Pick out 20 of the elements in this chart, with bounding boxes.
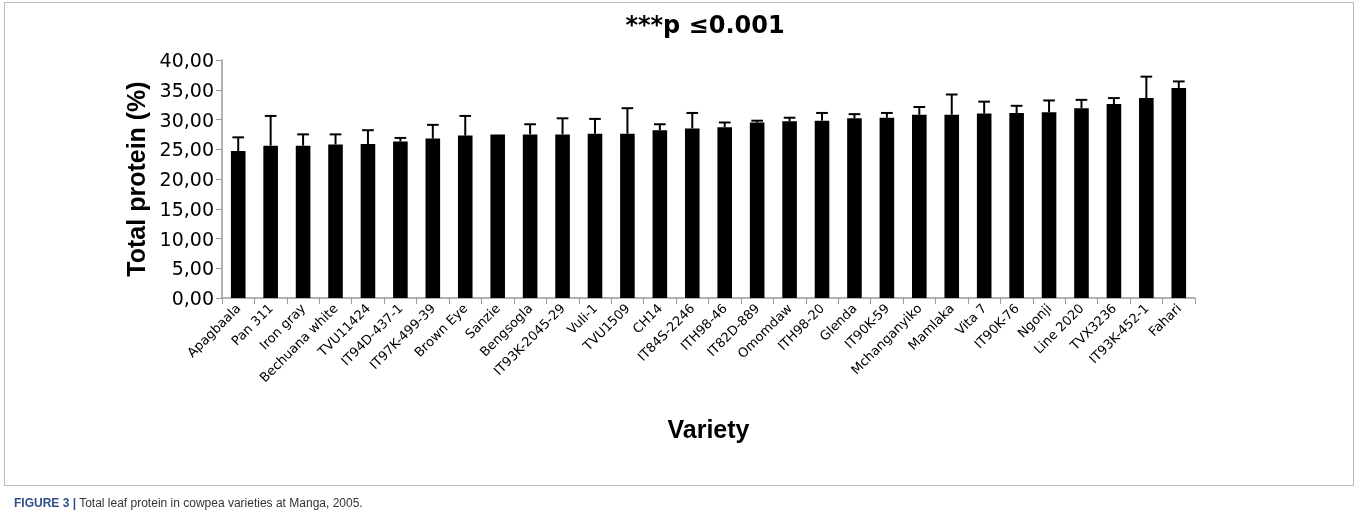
y-tick-label: 0,00 xyxy=(171,287,214,309)
bar xyxy=(879,117,895,298)
caption: FIGURE 3 | Total leaf protein in cowpea varieties at Manga, 2005. xyxy=(14,496,363,510)
y-tick-label: 20,00 xyxy=(159,168,214,190)
y-tick-label: 15,00 xyxy=(159,197,214,220)
y-axis-title: Total protein (%) xyxy=(122,81,151,277)
bar xyxy=(847,118,862,298)
y-tick-label: 40,00 xyxy=(159,49,214,71)
bar xyxy=(393,141,408,298)
y-tick-label: 5,00 xyxy=(171,257,214,280)
y-tick-label: 35,00 xyxy=(159,78,214,101)
bar xyxy=(782,121,797,298)
y-tick-label: 30,00 xyxy=(159,108,214,131)
y-tick-label: 25,00 xyxy=(159,138,214,161)
bar xyxy=(490,134,505,298)
bar xyxy=(749,122,765,298)
bar xyxy=(717,127,733,298)
x-axis-title: Variety xyxy=(667,414,750,443)
chart-title: ***p ≤0.001 xyxy=(625,11,785,39)
y-tick-label: 10,00 xyxy=(159,227,214,250)
